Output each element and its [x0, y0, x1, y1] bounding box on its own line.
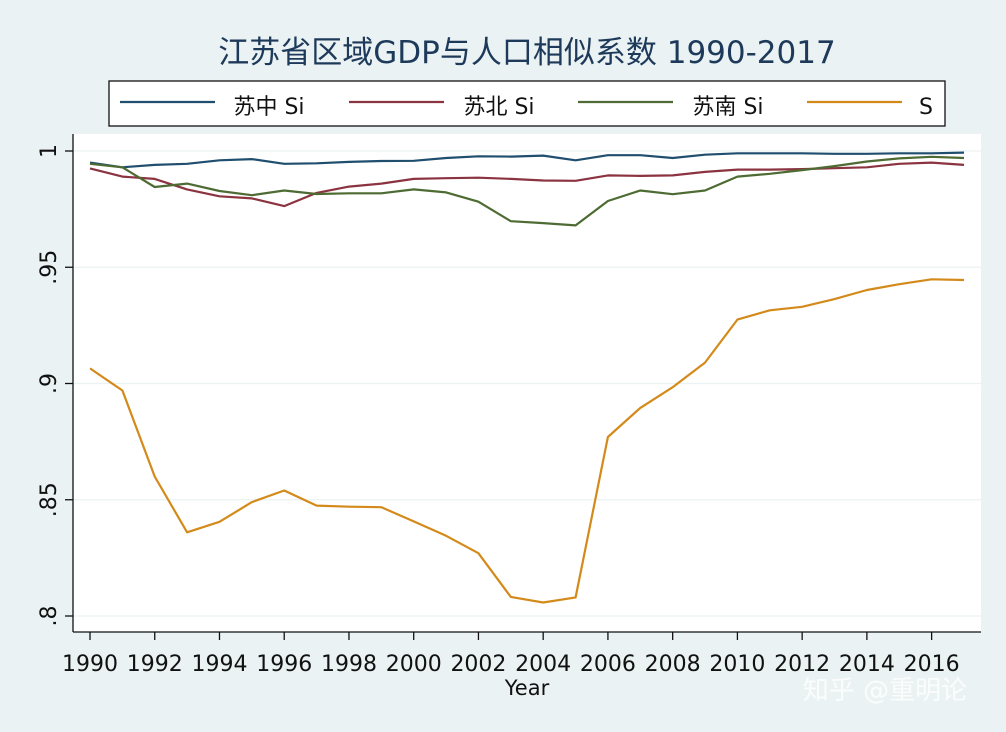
x-tick-label: 1990: [62, 652, 118, 677]
legend-label-0: 苏中 Si: [233, 95, 304, 120]
x-tick-label: 1996: [256, 652, 312, 677]
legend-label-1: 苏北 Si: [463, 95, 534, 120]
x-tick-label: 2002: [450, 652, 506, 677]
x-tick-label: 2006: [580, 652, 636, 677]
series-line-2: [89, 155, 965, 227]
chart-title: 江苏省区域GDP与人口相似系数 1990-2017: [218, 35, 835, 71]
legend-items: 苏中 Si 苏北 Si 苏南 Si S: [120, 95, 933, 120]
y-tick-label: .85: [37, 482, 62, 517]
x-tick-label: 1998: [321, 652, 377, 677]
legend-label-2: 苏南 Si: [692, 95, 763, 120]
series-lines: [89, 151, 965, 604]
x-tick-label: 2008: [645, 652, 701, 677]
x-tick-label: 2012: [774, 652, 830, 677]
x-tick-label: 2014: [839, 652, 895, 677]
legend-label-3: S: [919, 95, 933, 120]
tick-labels: .8 .85 .9 .95 1 1990 1992 1994 1996 1998 2000 2002 2…: [37, 144, 960, 677]
y-tick-label: .95: [37, 250, 62, 285]
y-tick-label: .9: [37, 373, 62, 394]
y-tick-label: .8: [37, 606, 62, 627]
x-tick-label: 2016: [904, 652, 960, 677]
axes: [65, 134, 981, 640]
x-tick-label: 2000: [386, 652, 442, 677]
series-line-0: [89, 151, 965, 169]
x-axis-title: Year: [504, 676, 550, 700]
legend: [108, 80, 946, 127]
x-tick-label: 2010: [709, 652, 765, 677]
gridlines: [73, 150, 981, 617]
series-line-3: [89, 278, 965, 604]
x-tick-label: 2004: [515, 652, 571, 677]
y-tick-label: 1: [37, 144, 62, 158]
x-tick-label: 1992: [127, 652, 183, 677]
watermark: 知乎 @重明论: [803, 676, 967, 706]
x-tick-label: 1994: [191, 652, 247, 677]
